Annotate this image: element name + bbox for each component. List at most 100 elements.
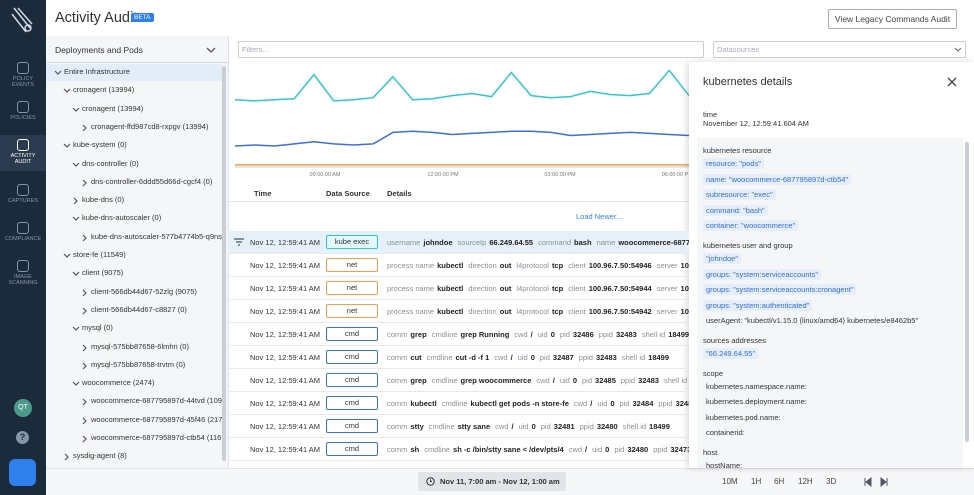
table-row[interactable]: [228, 369, 689, 392]
nav-label[interactable]: POLICIES: [10, 115, 36, 121]
tree-toggle[interactable]: [81, 289, 89, 297]
nav-icon[interactable]: [17, 62, 29, 74]
close-button[interactable]: [947, 77, 957, 87]
tree-node[interactable]: cronagent (13994): [82, 103, 144, 113]
nav-icons[interactable]: [863, 477, 889, 487]
tree-toggle[interactable]: [81, 307, 89, 315]
tag[interactable]: container: "woocommerce": [703, 220, 799, 232]
tree-node[interactable]: cronagent-ffd987cd8-rxpgv (13994): [91, 121, 209, 131]
tag[interactable]: "66.249.64.55": [703, 347, 759, 359]
tree-toggle[interactable]: [72, 380, 80, 388]
tree-toggle[interactable]: [72, 161, 80, 169]
range-button[interactable]: 3D: [826, 477, 837, 486]
nav-icon[interactable]: [17, 184, 29, 196]
tree-node[interactable]: kube-dns-autoscaler (0): [82, 213, 162, 223]
tag[interactable]: groups: "system:authenticated": [703, 299, 813, 311]
tree-node[interactable]: client-566db44d67-52zlg (9075): [91, 286, 197, 296]
tree-node[interactable]: woocommerce-687795897d-ctb54 (116: [91, 433, 222, 442]
tag[interactable]: "johndoe": [703, 252, 742, 264]
tree-toggle[interactable]: [81, 124, 89, 132]
table-row[interactable]: [228, 323, 689, 346]
tree-toggle[interactable]: [81, 234, 89, 242]
tree-node[interactable]: sysdig-agent (8): [73, 451, 127, 461]
nav-label[interactable]: COMPLIANCE: [4, 236, 42, 242]
nav-label[interactable]: ACTIVITY AUDIT: [10, 153, 36, 165]
detail-key: l4protocol: [516, 284, 549, 293]
avatar[interactable]: QT: [14, 399, 32, 417]
chat-button[interactable]: [9, 459, 36, 486]
tree-toggle[interactable]: [72, 270, 80, 278]
range-box[interactable]: [418, 472, 566, 491]
nav-icon[interactable]: [17, 101, 29, 113]
tree-node[interactable]: dns-controller-6ddd55d66d-cgcf4 (0): [91, 176, 213, 186]
tag[interactable]: groups: "system:serviceaccounts": [703, 268, 822, 280]
detail-value: 100: [680, 307, 689, 316]
detail-value: tcp: [551, 284, 564, 293]
datasources-select[interactable]: [713, 41, 966, 58]
tree-node[interactable]: dns-controller (0): [82, 158, 139, 168]
range-button[interactable]: 6H: [774, 477, 785, 486]
table-row[interactable]: [228, 392, 689, 415]
table-row[interactable]: [228, 415, 689, 438]
filter-icon[interactable]: [234, 238, 244, 246]
range-button[interactable]: 10M: [722, 477, 738, 486]
table-row[interactable]: [228, 346, 689, 369]
tag[interactable]: subresource: "exec": [703, 189, 776, 201]
table-row[interactable]: [228, 438, 689, 461]
tag[interactable]: resource: "pods": [703, 158, 764, 169]
tree-toggle[interactable]: [81, 417, 89, 425]
tree-node[interactable]: woocommerce-687795897d-45f46 (217: [91, 414, 222, 424]
tree-node[interactable]: client (9075): [82, 268, 124, 278]
nav-label[interactable]: POLICY EVENTS: [11, 76, 34, 88]
table-row[interactable]: [228, 300, 689, 323]
tree-node[interactable]: mysql (0): [82, 323, 113, 333]
tree-toggle[interactable]: [54, 69, 62, 77]
legacy-button[interactable]: View Legacy Commands Audit: [828, 9, 957, 29]
table-row[interactable]: [228, 254, 689, 277]
row-time: Nov 12, 12:59:41 AM: [250, 238, 321, 247]
tree-toggle[interactable]: [63, 87, 71, 95]
nav-icon[interactable]: [17, 222, 29, 234]
detail-key: uid: [592, 445, 603, 454]
tree-toggle[interactable]: [72, 106, 80, 114]
table-row[interactable]: [228, 277, 689, 300]
tree-node[interactable]: client-566db44d67-c8827 (0): [91, 304, 187, 314]
load-newer[interactable]: Load Newer...: [576, 212, 623, 221]
tree-toggle[interactable]: [81, 435, 89, 443]
help[interactable]: ?: [16, 431, 29, 444]
tree-node[interactable]: kube-dns (0): [82, 195, 125, 205]
tree-toggle[interactable]: [72, 215, 80, 223]
tree-toggle[interactable]: [72, 197, 80, 205]
range-button[interactable]: 12H: [798, 477, 813, 486]
tree-node[interactable]: woocommerce (2474): [82, 378, 155, 388]
tree-node[interactable]: mysql-575bb87658-6lmhn (0): [91, 341, 189, 351]
tree-toggle[interactable]: [81, 344, 89, 352]
nav-icon[interactable]: [17, 139, 29, 151]
filters-input[interactable]: [238, 41, 704, 58]
tree-node[interactable]: mysql-575bb87658-trvtm (0): [91, 359, 186, 369]
tag[interactable]: groups: "system:serviceaccounts:cronagen…: [703, 284, 857, 296]
tree-toggle[interactable]: [72, 325, 80, 333]
tree-toggle[interactable]: [81, 362, 89, 370]
tree-selector[interactable]: [46, 38, 228, 63]
detail-key: ppid: [653, 445, 668, 454]
tree-node[interactable]: kube-system (0): [73, 140, 127, 150]
tag[interactable]: name: "woocommerce-687795897d-ctb54": [703, 173, 852, 185]
tree-node[interactable]: kube-dns-autoscaler-577b4774b5-q9ns6: [91, 231, 222, 241]
nav-label[interactable]: CAPTURES: [8, 198, 38, 204]
nav-icon[interactable]: [17, 260, 29, 272]
tree-toggle[interactable]: [81, 179, 89, 187]
range-text[interactable]: Nov 11, 7:00 am - Nov 12, 1:00 am: [440, 477, 560, 486]
nav-label[interactable]: IMAGE SCANNING: [8, 274, 38, 286]
tree-node[interactable]: Entire Infrastructure: [64, 67, 130, 76]
range-button[interactable]: 1H: [751, 477, 762, 486]
tree-selector-label[interactable]: Deployments and Pods: [55, 45, 143, 55]
tree-toggle[interactable]: [63, 252, 71, 260]
tree-node[interactable]: cronagent (13994): [73, 85, 135, 95]
tree-toggle[interactable]: [63, 453, 71, 461]
tag[interactable]: command: "bash": [703, 204, 768, 216]
tree-toggle[interactable]: [81, 398, 89, 406]
tree-node[interactable]: store-fe (11549): [73, 250, 126, 259]
tree-toggle[interactable]: [63, 142, 71, 150]
tree-node[interactable]: woocommerce-687795897d-44tvd (109: [91, 396, 222, 406]
